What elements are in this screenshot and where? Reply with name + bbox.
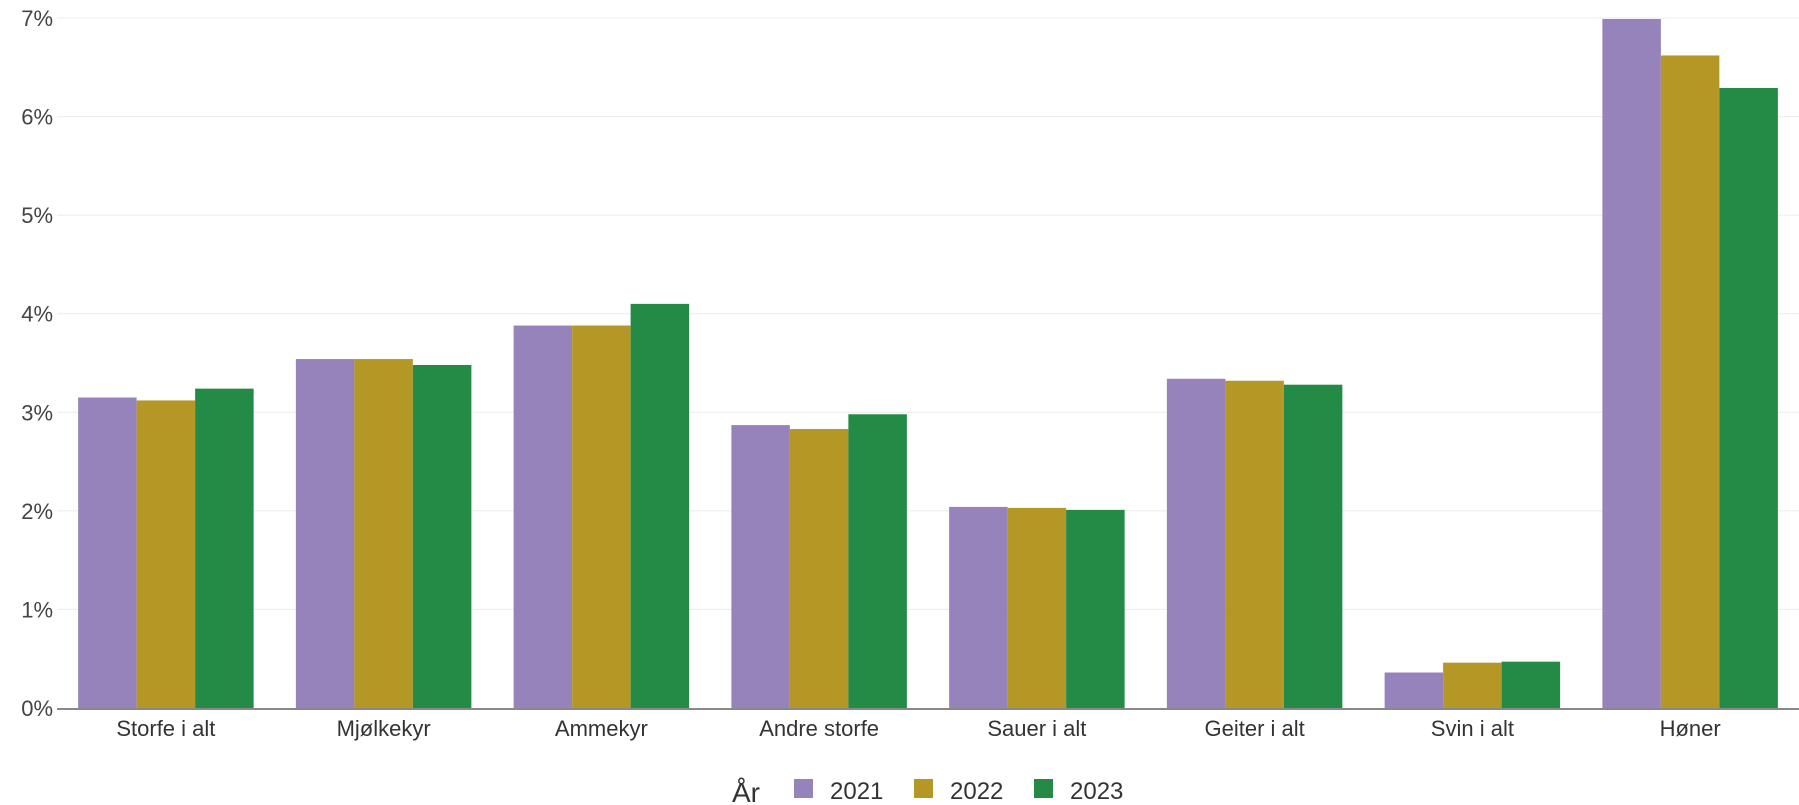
bar bbox=[572, 325, 631, 708]
y-tick-label: 4% bbox=[21, 302, 53, 327]
y-tick-label: 5% bbox=[21, 203, 53, 228]
bar bbox=[295, 359, 355, 708]
bar bbox=[1066, 509, 1125, 708]
legend-swatch bbox=[1034, 779, 1053, 798]
bar bbox=[848, 414, 907, 708]
x-tick-label: Ammekyr bbox=[555, 716, 648, 741]
bar bbox=[731, 425, 790, 708]
x-tick-label: Svin i alt bbox=[1431, 716, 1514, 741]
bar bbox=[78, 397, 137, 708]
bar bbox=[1660, 55, 1720, 708]
x-tick-label: Storfe i alt bbox=[116, 716, 215, 741]
bar bbox=[1166, 378, 1226, 708]
y-tick-label: 2% bbox=[21, 499, 53, 524]
bar bbox=[136, 400, 196, 708]
y-tick-label: 7% bbox=[21, 6, 53, 31]
bar bbox=[789, 429, 849, 708]
bar bbox=[412, 364, 472, 708]
y-tick-label: 3% bbox=[21, 400, 53, 425]
legend-label: 2021 bbox=[830, 778, 883, 805]
bar bbox=[1225, 380, 1284, 708]
x-tick-label: Sauer i alt bbox=[987, 716, 1086, 741]
bar bbox=[630, 303, 690, 708]
bar bbox=[1283, 384, 1343, 708]
y-axis-tick-labels: 0% 1% 2% 3% 4% 5% 6% 7% bbox=[21, 6, 53, 721]
bar bbox=[195, 388, 254, 708]
legend-swatch bbox=[794, 779, 813, 798]
x-axis-category-labels: Storfe i alt Mjølkekyr Ammekyr Andre storfe… bbox=[116, 716, 1720, 741]
bar bbox=[1384, 672, 1444, 708]
bar bbox=[1501, 661, 1561, 708]
y-tick-label: 6% bbox=[21, 105, 53, 130]
legend-label: 2023 bbox=[1070, 778, 1123, 805]
y-tick-label: 1% bbox=[21, 597, 53, 622]
bar bbox=[949, 506, 1008, 708]
bar bbox=[1602, 18, 1661, 708]
x-tick-label: Mjølkekyr bbox=[337, 716, 431, 741]
legend-title: År bbox=[732, 777, 760, 805]
bar bbox=[1443, 662, 1502, 708]
bars bbox=[78, 18, 1778, 708]
legend-swatch bbox=[914, 779, 933, 798]
x-tick-label: Høner bbox=[1660, 716, 1721, 741]
bar bbox=[1719, 87, 1778, 708]
x-tick-label: Geiter i alt bbox=[1204, 716, 1304, 741]
legend-label: 2022 bbox=[950, 778, 1003, 805]
bar bbox=[354, 359, 413, 708]
y-tick-label: 0% bbox=[21, 696, 53, 721]
bar bbox=[1007, 507, 1067, 708]
legend: År 2021 2022 2023 bbox=[732, 777, 1123, 805]
x-tick-label: Andre storfe bbox=[759, 716, 879, 741]
bar bbox=[513, 325, 573, 708]
